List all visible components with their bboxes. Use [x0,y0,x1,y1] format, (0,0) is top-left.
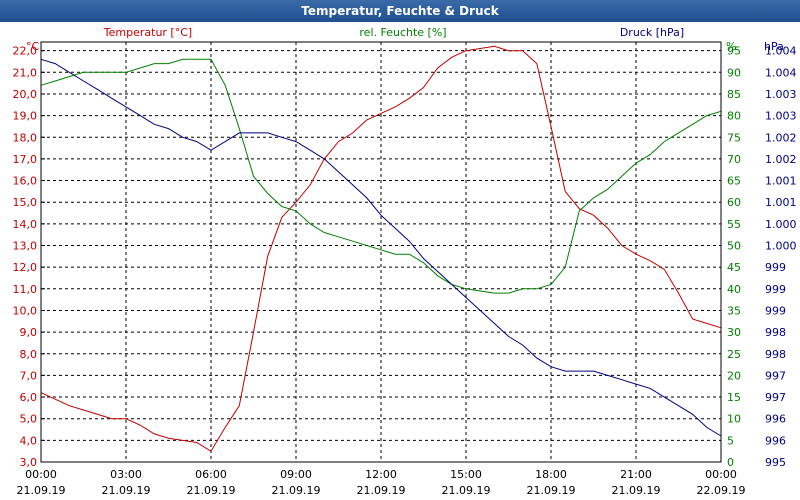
humidity-tick-label: 50 [727,240,741,253]
pressure-tick-label: 1.003 [765,88,797,101]
temp-tick-label: 21,0 [13,66,38,79]
pressure-tick-label: 998 [765,326,786,339]
axis-labels: 3,0 4,0 5,0 6,0 7,0 8,0 9,0 10,0 11,0 12,0 13,0 14,… [13,26,797,497]
temp-tick-label: 10,0 [13,304,38,317]
humidity-tick-label: 45 [727,261,741,274]
temp-tick-label: 9,0 [20,326,38,339]
temp-unit: °C [26,40,40,53]
legend-humidity: rel. Feuchte [%] [359,26,446,39]
legend-pressure: Druck [hPa] [620,26,684,39]
pressure-tick-label: 1.000 [765,218,797,231]
pressure-tick-label: 999 [765,261,786,274]
pressure-tick-label: 1.004 [765,66,797,79]
pressure-tick-label: 997 [765,369,786,382]
pressure-tick-label: 1.003 [765,110,797,123]
humidity-tick-label: 35 [727,304,741,317]
x-tick-time: 09:00 [280,468,312,481]
x-tick-date: 21.09.19 [272,484,321,497]
x-tick-time: 15:00 [450,468,482,481]
temp-tick-label: 7,0 [20,369,38,382]
series-line-relfeuchte [40,58,722,294]
x-tick-date: 21.09.19 [187,484,236,497]
temp-tick-label: 20,0 [13,88,38,101]
temp-tick-label: 11,0 [13,283,38,296]
humidity-tick-label: 95 [727,45,741,58]
pressure-tick-label: 1.001 [765,175,797,188]
x-tick-time: 12:00 [365,468,397,481]
x-tick-date: 21.09.19 [442,484,491,497]
humidity-tick-label: 25 [727,348,741,361]
pressure-tick-label: 1.002 [765,153,797,166]
x-tick-date: 21.09.19 [102,484,151,497]
series-lines [40,45,722,452]
x-tick-date: 22.09.19 [697,484,746,497]
humidity-tick-label: 80 [727,110,741,123]
humidity-tick-label: 60 [727,196,741,209]
temp-tick-label: 5,0 [20,413,38,426]
chart-title: Temperatur, Feuchte & Druck [0,0,800,22]
pressure-unit: hPa [764,40,784,53]
x-tick-time: 00:00 [25,468,57,481]
temp-tick-label: 13,0 [13,240,38,253]
pressure-tick-label: 996 [765,413,786,426]
x-tick-time: 00:00 [705,468,737,481]
humidity-tick-label: 5 [727,434,734,447]
legend-temperature: Temperatur [°C] [103,26,192,39]
pressure-tick-label: 996 [765,434,786,447]
temp-tick-label: 18,0 [13,131,38,144]
pressure-tick-label: 999 [765,283,786,296]
humidity-tick-label: 85 [727,88,741,101]
humidity-tick-label: 70 [727,153,741,166]
humidity-tick-label: 55 [727,218,741,231]
plot-border [40,41,722,463]
temp-tick-label: 14,0 [13,218,38,231]
temp-tick-label: 17,0 [13,153,38,166]
temp-tick-label: 4,0 [20,434,38,447]
humidity-tick-label: 10 [727,413,741,426]
temp-tick-label: 6,0 [20,391,38,404]
temp-tick-label: 3,0 [20,456,38,469]
x-tick-time: 06:00 [195,468,227,481]
humidity-tick-label: 30 [727,326,741,339]
chart-plot: 3,0 4,0 5,0 6,0 7,0 8,0 9,0 10,0 11,0 12,0 13,0 14,… [13,26,797,497]
x-tick-date: 21.09.19 [612,484,661,497]
humidity-tick-label: 40 [727,283,741,296]
grid [41,42,721,462]
x-tick-time: 18:00 [535,468,567,481]
pressure-tick-label: 998 [765,348,786,361]
pressure-tick-label: 995 [765,456,786,469]
humidity-tick-label: 65 [727,175,741,188]
series-line-druck [40,58,722,437]
temp-tick-label: 15,0 [13,196,38,209]
humidity-tick-label: 20 [727,369,741,382]
pressure-tick-label: 1.001 [765,196,797,209]
x-tick-date: 21.09.19 [357,484,406,497]
humidity-unit: % [726,40,736,53]
x-tick-date: 21.09.19 [17,484,66,497]
temp-tick-label: 16,0 [13,175,38,188]
temp-tick-label: 12,0 [13,261,38,274]
pressure-tick-label: 1.000 [765,240,797,253]
pressure-tick-label: 1.004 [765,45,797,58]
x-tick-time: 21:00 [620,468,652,481]
x-tick-date: 21.09.19 [527,484,576,497]
plot-frame [40,41,722,463]
pressure-tick-label: 997 [765,391,786,404]
pressure-tick-label: 999 [765,304,786,317]
temp-tick-label: 19,0 [13,110,38,123]
humidity-tick-label: 75 [727,131,741,144]
pressure-tick-label: 1.002 [765,131,797,144]
temp-tick-label: 22,0 [13,45,38,58]
temp-tick-label: 8,0 [20,348,38,361]
series-line-temperatur [40,45,722,452]
humidity-tick-label: 0 [727,456,734,469]
x-tick-time: 03:00 [110,468,142,481]
humidity-tick-label: 90 [727,66,741,79]
humidity-tick-label: 15 [727,391,741,404]
